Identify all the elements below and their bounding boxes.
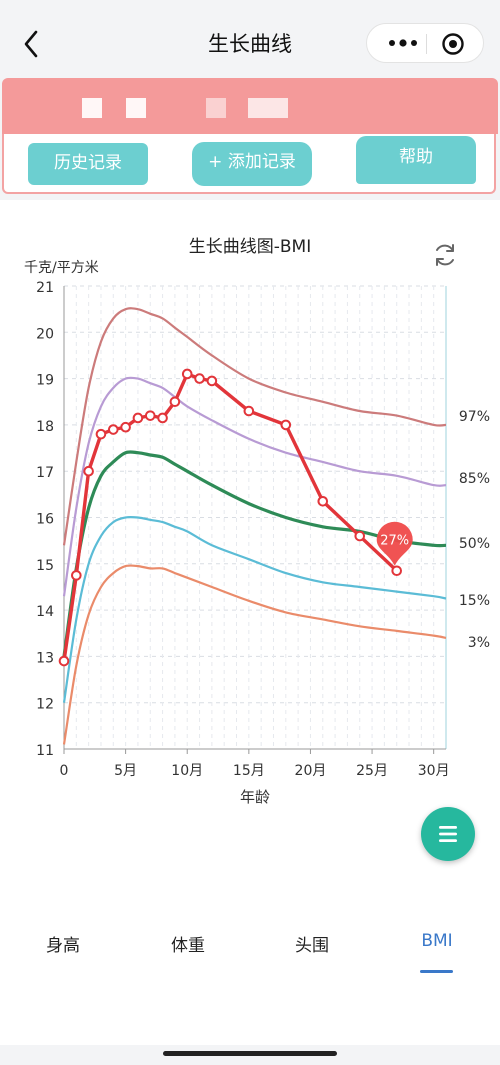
more-dots-icon[interactable] bbox=[383, 33, 423, 53]
y-axis-label: 千克/平方米 bbox=[24, 260, 99, 276]
x-tick-label: 5月 bbox=[114, 763, 137, 779]
child-data-point bbox=[280, 419, 292, 431]
y-tick-label: 12 bbox=[36, 697, 54, 713]
child-data-point bbox=[243, 405, 255, 417]
active-tab-indicator bbox=[420, 970, 453, 973]
percentile-label: 50% bbox=[459, 536, 490, 552]
x-tick-label: 15月 bbox=[233, 763, 265, 779]
chart-panel: 生长曲线图-BMI 千克/平方米 年龄 11 12 13 14 15 16 17 18 19 20… bbox=[0, 200, 500, 915]
y-tick-label: 16 bbox=[36, 512, 54, 528]
child-data-point bbox=[157, 412, 168, 424]
tab-bmi[interactable]: BMI bbox=[421, 931, 453, 951]
mini-program-capsule bbox=[366, 23, 484, 63]
target-icon[interactable] bbox=[441, 32, 465, 56]
chevron-left-icon[interactable] bbox=[18, 28, 46, 60]
y-tick-label: 14 bbox=[36, 604, 54, 620]
y-tick-label: 11 bbox=[36, 743, 54, 759]
tab-weight[interactable]: 体重 bbox=[171, 936, 205, 956]
x-tick-label: 30月 bbox=[418, 763, 450, 779]
y-tick-label: 20 bbox=[36, 326, 54, 342]
history-button[interactable]: 历史记录 bbox=[28, 143, 148, 185]
percentile-label: 97% bbox=[459, 409, 490, 425]
capsule-divider bbox=[426, 34, 427, 54]
child-data-point bbox=[95, 428, 107, 440]
chart-title: 生长曲线图-BMI bbox=[189, 237, 311, 257]
tab-height[interactable]: 身高 bbox=[46, 936, 80, 956]
toolbar: 历史记录 + 添加记录 帮助 bbox=[2, 134, 496, 194]
bmi-growth-chart: 生长曲线图-BMI 千克/平方米 年龄 11 12 13 14 15 16 17 18 19 20… bbox=[24, 237, 490, 806]
navigation-bar: 生长曲线 bbox=[0, 0, 500, 88]
child-data-point bbox=[71, 570, 82, 581]
child-data-point bbox=[194, 373, 205, 384]
percentile-marker: 27% bbox=[376, 521, 413, 566]
child-bmi-path bbox=[62, 372, 399, 663]
percentile-label: 3% bbox=[468, 635, 490, 651]
child-data-point bbox=[181, 368, 193, 380]
child-data-point bbox=[83, 465, 94, 477]
user-banner bbox=[2, 78, 498, 134]
tab-head-circumference[interactable]: 头围 bbox=[295, 936, 329, 956]
refresh-icon[interactable] bbox=[432, 242, 458, 268]
redacted-block bbox=[248, 98, 288, 118]
percentile-line bbox=[62, 515, 447, 703]
y-tick-label: 13 bbox=[36, 650, 54, 666]
child-data-point bbox=[144, 410, 156, 421]
child-data-point bbox=[317, 495, 329, 507]
marker-label: 27% bbox=[380, 534, 409, 549]
page-title: 生长曲线 bbox=[208, 32, 292, 56]
y-tick-label: 18 bbox=[36, 419, 54, 435]
y-tick-label: 19 bbox=[36, 373, 54, 389]
percentile-line bbox=[62, 564, 447, 745]
redacted-block bbox=[126, 98, 146, 118]
x-tick-label: 10月 bbox=[171, 763, 203, 779]
y-tick-label: 21 bbox=[36, 280, 54, 296]
percentile-lines: 97% 85% 50% 15% 3% bbox=[62, 307, 490, 745]
child-data-point bbox=[120, 421, 131, 433]
x-tick-label: 25月 bbox=[356, 763, 388, 779]
child-data-point bbox=[132, 412, 144, 424]
percentile-label: 15% bbox=[459, 593, 490, 609]
child-data-point bbox=[169, 396, 181, 408]
percentile-label: 85% bbox=[459, 471, 490, 487]
redacted-block bbox=[82, 98, 102, 118]
redacted-block bbox=[206, 98, 226, 118]
child-data-point bbox=[354, 530, 366, 542]
chart-axes: 11 12 13 14 15 16 17 18 19 20 21 0 5月 10月 15月 20月 25月 30月 bbox=[36, 280, 449, 779]
percentile-line bbox=[62, 307, 447, 546]
child-data-point bbox=[58, 655, 70, 667]
x-tick-label: 20月 bbox=[295, 763, 327, 779]
x-axis-label: 年龄 bbox=[240, 788, 270, 806]
chart-grid bbox=[64, 285, 447, 750]
percentile-line bbox=[62, 376, 447, 597]
x-tick-label: 0 bbox=[60, 763, 69, 779]
child-data-point bbox=[206, 375, 218, 387]
home-indicator bbox=[163, 1051, 337, 1056]
menu-fab-button[interactable] bbox=[421, 807, 475, 861]
child-data-point bbox=[391, 565, 403, 577]
child-bmi-line: 27% bbox=[58, 368, 413, 667]
y-tick-label: 17 bbox=[36, 465, 54, 481]
y-tick-label: 15 bbox=[36, 558, 54, 574]
child-data-point bbox=[107, 424, 119, 435]
marker-pin bbox=[376, 521, 413, 566]
help-button[interactable]: 帮助 bbox=[356, 136, 476, 184]
menu-icon bbox=[439, 826, 457, 842]
bottom-tab-bar: 身高 体重 头围 BMI bbox=[0, 915, 500, 1045]
add-record-button[interactable]: + 添加记录 bbox=[192, 142, 312, 186]
